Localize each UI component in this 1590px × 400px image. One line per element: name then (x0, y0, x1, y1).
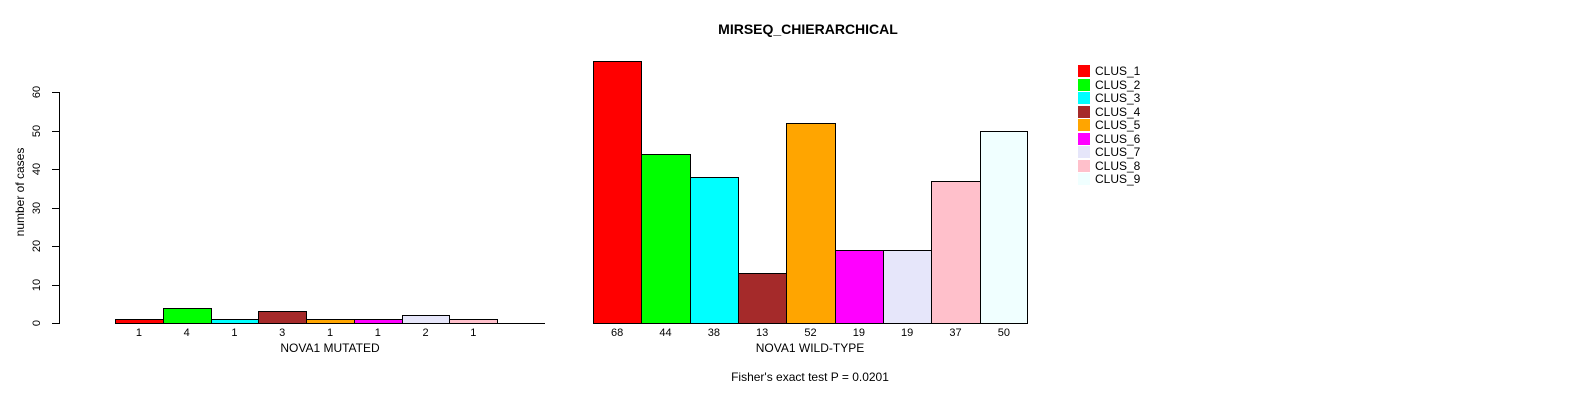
legend-swatch-clus_5 (1078, 119, 1090, 131)
bar-value-label: 19 (901, 327, 914, 339)
y-axis-tick (52, 323, 59, 324)
y-tick-label: 10 (31, 278, 43, 291)
legend-label-clus_2: CLUS_2 (1095, 77, 1141, 92)
bar-value-label: 1 (326, 327, 334, 339)
bar-value-label: 37 (949, 327, 962, 339)
y-axis-tick (52, 246, 59, 247)
bar-clus_8 (931, 180, 981, 324)
legend-swatch-clus_2 (1078, 78, 1090, 91)
legend-label-clus_9: CLUS_9 (1095, 172, 1141, 186)
y-tick-label: 0 (31, 319, 43, 327)
x-axis-title-wildtype: NOVA1 WILD-TYPE (755, 341, 865, 355)
bar-value-label: 3 (279, 327, 286, 339)
bar-value-label: 68 (611, 327, 624, 339)
legend-label-clus_5: CLUS_5 (1095, 118, 1141, 132)
y-tick-label: 50 (31, 124, 43, 137)
y-axis-line (59, 92, 60, 324)
bar-clus_6 (834, 249, 884, 324)
legend-label-clus_4: CLUS_4 (1095, 104, 1141, 119)
legend-swatch-clus_1 (1078, 65, 1090, 77)
bar-value-label: 44 (659, 327, 672, 339)
y-axis-tick (52, 284, 59, 286)
bar-clus_2 (641, 153, 691, 324)
legend-swatch-clus_4 (1078, 105, 1090, 118)
bar-clus_5 (786, 122, 836, 324)
y-tick-label: 30 (31, 201, 43, 214)
bar-value-label: 50 (997, 327, 1010, 339)
fisher-test-annotation: Fisher's exact test P = 0.0201 (731, 370, 889, 384)
bar-clus_9 (979, 130, 1028, 324)
legend-swatch-clus_8 (1078, 159, 1090, 172)
legend-swatch-clus_3 (1078, 92, 1090, 104)
bar-clus_3 (689, 176, 739, 324)
bar-clus_1 (593, 61, 643, 324)
x-axis-line (593, 323, 1028, 324)
bar-value-label: 2 (422, 327, 429, 339)
legend-label-clus_8: CLUS_8 (1095, 158, 1141, 173)
bar-clus_2 (162, 307, 212, 324)
y-axis-title: number of cases (13, 147, 27, 237)
bar-value-label: 1 (374, 327, 381, 339)
bar-value-label: 19 (852, 327, 865, 339)
chart-title: MIRSEQ_CHIERARCHICAL (718, 21, 898, 37)
bar-clus_7 (883, 249, 933, 324)
legend-swatch-clus_6 (1078, 132, 1090, 145)
y-tick-label: 60 (31, 85, 43, 99)
x-axis-line (115, 323, 545, 324)
y-tick-label: 20 (31, 239, 43, 253)
legend-label-clus_6: CLUS_6 (1095, 131, 1141, 146)
y-axis-tick (52, 207, 59, 209)
legend-label-clus_1: CLUS_1 (1095, 64, 1141, 78)
y-axis-tick (52, 169, 59, 170)
bar-value-label: 1 (231, 327, 238, 339)
y-tick-label: 40 (31, 162, 43, 176)
x-axis-title-mutated: NOVA1 MUTATED (280, 341, 380, 355)
bar-value-label: 1 (135, 327, 142, 339)
legend-swatch-clus_9 (1078, 173, 1090, 185)
bar-value-label: 13 (756, 327, 769, 339)
y-axis-tick (52, 130, 59, 132)
legend-swatch-clus_7 (1078, 146, 1090, 158)
y-axis-tick (52, 92, 59, 93)
bar-value-label: 4 (183, 327, 190, 339)
bar-value-label: 38 (707, 327, 720, 339)
bar-value-label: 1 (470, 327, 477, 339)
bar-clus_4 (738, 272, 788, 324)
legend-label-clus_7: CLUS_7 (1095, 145, 1141, 159)
bar-value-label: 52 (804, 327, 817, 339)
legend-label-clus_3: CLUS_3 (1095, 91, 1141, 105)
